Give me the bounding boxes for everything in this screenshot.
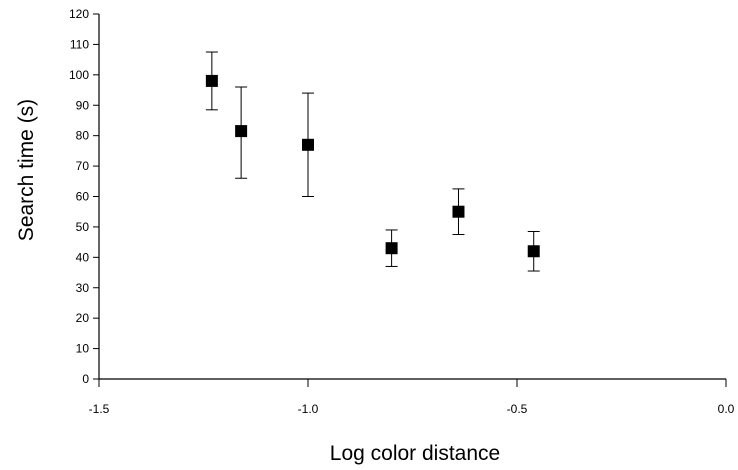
y-tick-label: 30 <box>76 281 90 295</box>
y-tick-label: 0 <box>82 372 89 386</box>
y-tick-label: 20 <box>76 311 90 325</box>
y-tick-label: 100 <box>69 68 89 82</box>
x-axis-title: Log color distance <box>330 442 500 465</box>
y-tick-label: 50 <box>76 220 90 234</box>
y-axis-title: Search time (s) <box>15 99 38 241</box>
y-tick-label: 10 <box>76 342 90 356</box>
y-tick-label: 80 <box>76 129 90 143</box>
y-tick-label: 120 <box>69 7 89 21</box>
x-tick-label: -1.0 <box>298 402 319 416</box>
y-tick-label: 90 <box>76 98 90 112</box>
data-point-group <box>205 51 218 111</box>
x-tick-label: 0.0 <box>718 402 735 416</box>
x-tick-label: -0.5 <box>507 402 528 416</box>
data-points <box>205 51 540 272</box>
x-axis: -1.5 -1.0 -0.5 0.0 <box>89 378 735 416</box>
data-point-group <box>302 92 314 197</box>
y-axis: 0 10 20 30 40 50 60 70 80 90 100 110 120 <box>69 7 100 386</box>
y-tick-label: 110 <box>70 37 89 51</box>
data-point-marker <box>385 242 398 255</box>
data-point-group <box>235 86 248 179</box>
data-point-group <box>527 230 540 272</box>
data-point-group <box>385 229 398 267</box>
x-tick-label: -1.5 <box>89 402 110 416</box>
data-point-marker <box>205 74 218 87</box>
y-tick-label: 60 <box>76 190 90 204</box>
y-tick-label: 40 <box>76 250 90 264</box>
y-tick-label: 70 <box>76 159 90 173</box>
data-point-marker <box>527 245 540 258</box>
data-point-group <box>452 188 465 236</box>
data-point-marker <box>302 138 314 151</box>
data-point-marker <box>235 125 248 138</box>
data-point-marker <box>452 205 465 218</box>
